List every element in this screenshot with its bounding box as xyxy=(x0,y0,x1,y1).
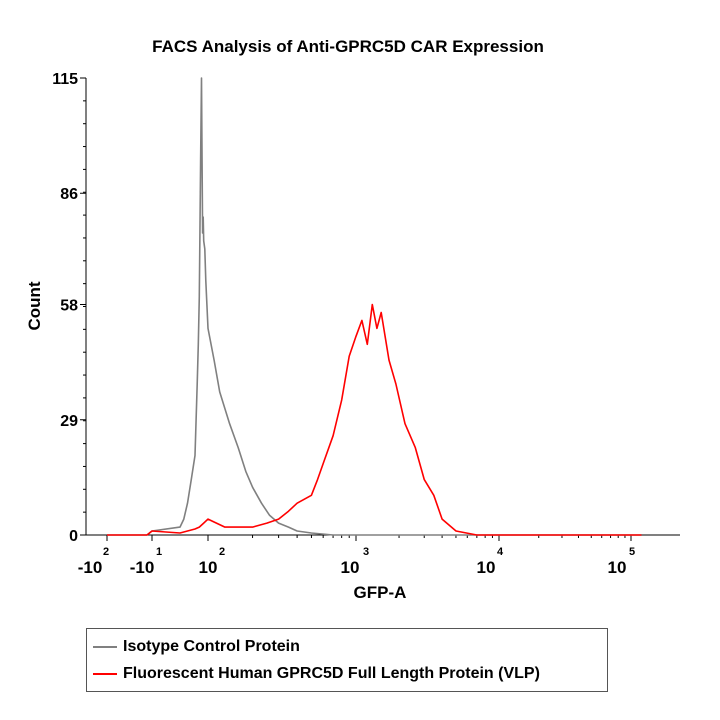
series-line-gprc5d xyxy=(107,303,642,536)
y-tick-label: 58 xyxy=(60,298,78,315)
y-tick-label: 86 xyxy=(60,186,78,203)
x-tick-label: 10 xyxy=(199,558,218,577)
legend-label: Fluorescent Human GPRC5D Full Length Pro… xyxy=(123,665,540,682)
series-line-isotype xyxy=(107,77,642,536)
legend-label: Isotype Control Protein xyxy=(123,638,300,655)
x-tick-label: 10 xyxy=(608,558,627,577)
x-axis-label: GFP-A xyxy=(354,583,407,602)
y-axis-label: Count xyxy=(25,281,44,330)
legend-item-gprc5d: Fluorescent Human GPRC5D Full Length Pro… xyxy=(93,662,540,686)
x-tick-exponent: 5 xyxy=(629,546,635,558)
plot-area xyxy=(107,77,642,536)
legend-swatch-gray xyxy=(93,646,117,648)
x-tick-label: 10 xyxy=(341,558,360,577)
legend-item-isotype: Isotype Control Protein xyxy=(93,635,300,659)
y-ticks: 0 29 58 86 115 xyxy=(52,71,86,545)
legend-swatch-red xyxy=(93,673,117,675)
chart-title: FACS Analysis of Anti-GPRC5D CAR Express… xyxy=(152,37,544,56)
x-tick-exponent: 2 xyxy=(103,546,109,558)
x-tick-exponent: 2 xyxy=(219,546,225,558)
y-tick-label: 115 xyxy=(52,71,78,88)
x-tick-exponent: 4 xyxy=(497,546,504,558)
x-tick-label: -10 xyxy=(78,558,103,577)
y-tick-label: 0 xyxy=(69,528,78,545)
x-tick-label: -10 xyxy=(130,558,155,577)
x-tick-exponent: 1 xyxy=(156,546,162,558)
x-tick-exponent: 3 xyxy=(363,546,369,558)
x-tick-label: 10 xyxy=(477,558,496,577)
y-tick-label: 29 xyxy=(60,413,78,430)
legend: Isotype Control Protein Fluorescent Huma… xyxy=(86,628,608,692)
